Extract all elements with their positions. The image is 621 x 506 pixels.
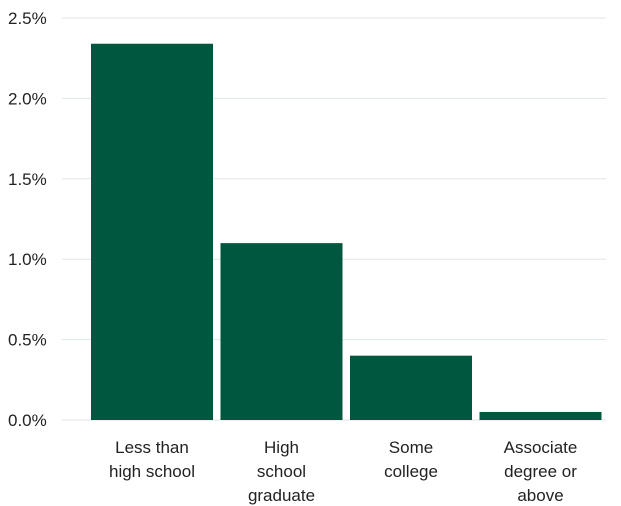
bar xyxy=(479,411,602,420)
bars xyxy=(91,43,602,421)
bar xyxy=(220,243,343,420)
y-tick-label: 2.0% xyxy=(8,89,47,108)
bar xyxy=(91,43,213,421)
x-category-label: High school graduate xyxy=(248,438,315,505)
x-category-label: Less than high school xyxy=(109,438,195,481)
x-category-label: Associate degree or above xyxy=(504,438,578,505)
y-tick-label: 1.0% xyxy=(8,250,47,269)
bar xyxy=(350,355,472,420)
x-category-label: Some college xyxy=(384,438,438,481)
y-tick-label: 0.5% xyxy=(8,331,47,350)
y-axis-ticks: 0.0% 0.5% 1.0% 1.5% 2.0% 2.5% xyxy=(8,9,47,430)
x-axis-labels: Less than high school High school graduate So… xyxy=(109,438,577,505)
y-tick-label: 2.5% xyxy=(8,9,47,28)
y-tick-label: 0.0% xyxy=(8,411,47,430)
y-tick-label: 1.5% xyxy=(8,170,47,189)
